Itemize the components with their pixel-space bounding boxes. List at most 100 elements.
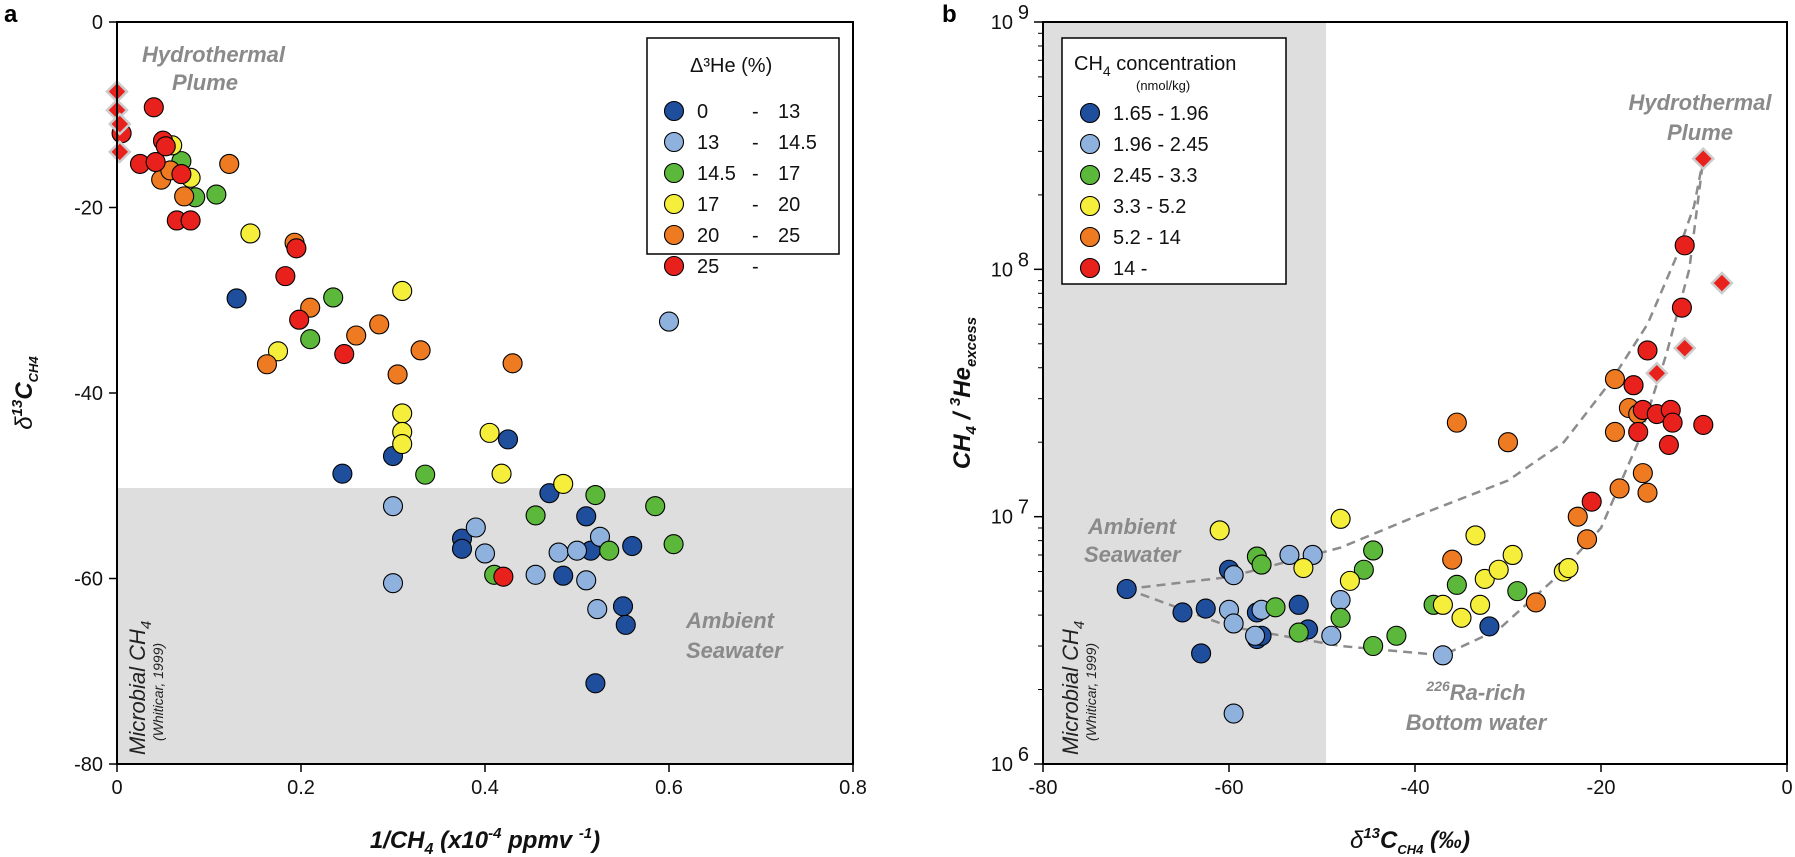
a-ylabel-sub: CH4 bbox=[26, 356, 41, 383]
b-point-3-3-5-2-1 bbox=[1293, 557, 1314, 579]
b-point-14-2 bbox=[1637, 340, 1658, 361]
b-legend-marker-2 bbox=[1079, 164, 1101, 186]
panel-a-x-ticks: 0 0.2 0.4 0.6 0.8 bbox=[111, 764, 867, 799]
a-ylabel-sup: 13 bbox=[9, 399, 26, 416]
a-point-13-14-5-8 bbox=[589, 526, 611, 547]
a-point-25-11 bbox=[289, 309, 310, 330]
b-point-3-3-5-2-6 bbox=[1465, 525, 1486, 546]
b-point-1-96-2-45-9 bbox=[1330, 590, 1351, 611]
a-point-20-25-11 bbox=[502, 353, 523, 374]
b-point-3-3-5-2-5 bbox=[1451, 607, 1472, 628]
b-ylabel-b-sup: 3 bbox=[947, 397, 964, 406]
b-ytick-exp-3: 9 bbox=[1018, 2, 1029, 24]
b-trend-line-0 bbox=[1126, 158, 1705, 591]
a-legend-dash-0: - bbox=[752, 101, 759, 123]
b-point-5-2-14-4 bbox=[1567, 506, 1588, 527]
a-point-14-5-17-5 bbox=[415, 464, 436, 485]
b-point-5-2-14-1 bbox=[1497, 432, 1519, 453]
b-xlabel-sup: 13 bbox=[1363, 825, 1380, 842]
panel-a-plume-label-2: Plume bbox=[172, 70, 238, 95]
a-point-14-5-17-9 bbox=[599, 540, 620, 561]
panel-b-microbial-sub: 4 bbox=[1071, 621, 1088, 629]
b-point-5-2-14-8 bbox=[1609, 478, 1630, 499]
b-ytick-label-1: 10 bbox=[991, 507, 1013, 529]
panel-a-plume-label-1: Hydrothermal bbox=[142, 42, 286, 67]
panel-b-y-axis-title: CH4 / 3Heexcess bbox=[947, 317, 980, 469]
a-point-13-14-5-3 bbox=[474, 543, 496, 564]
a-point-20-25-3 bbox=[219, 153, 240, 174]
a-legend-to-3: 20 bbox=[778, 194, 800, 216]
a-point-20-25-2 bbox=[174, 186, 195, 207]
a-point-0-13-6 bbox=[539, 483, 560, 504]
panel-b-points bbox=[1116, 146, 1734, 724]
a-point-17-20-7 bbox=[392, 433, 413, 455]
b-point-2-45-3-3-2 bbox=[1265, 597, 1286, 618]
b-point-14-4 bbox=[1628, 421, 1649, 443]
a-point-25-7 bbox=[171, 164, 192, 185]
b-xtick-label-4: 0 bbox=[1781, 777, 1792, 799]
a-legend-marker-5 bbox=[663, 255, 685, 277]
b-ytick-exp-2: 8 bbox=[1018, 249, 1029, 271]
a-legend-dash-3: - bbox=[752, 194, 759, 216]
a-point-14-5-17-11 bbox=[663, 534, 684, 555]
a-legend-marker-0 bbox=[663, 100, 685, 122]
b-xtick-label-1: -60 bbox=[1215, 777, 1244, 799]
b-ytick-label-3: 10 bbox=[991, 12, 1013, 34]
b-point-14-9 bbox=[1658, 434, 1679, 455]
b-point-1-65-1-96-2 bbox=[1195, 598, 1216, 619]
panel-b-ambient-label-1: Ambient bbox=[1087, 514, 1178, 539]
a-point-0-13-8 bbox=[576, 506, 597, 527]
a-point-25-3 bbox=[145, 152, 166, 173]
b-diamond-0 bbox=[1691, 146, 1716, 171]
a-legend-from-4: 20 bbox=[697, 225, 719, 247]
a-point-20-25-9 bbox=[387, 364, 408, 385]
b-point-14-0 bbox=[1674, 235, 1695, 256]
a-point-17-20-8 bbox=[479, 422, 500, 443]
a-legend-from-2: 14.5 bbox=[697, 163, 736, 185]
a-point-13-14-5-0 bbox=[382, 496, 404, 517]
b-point-14-1 bbox=[1671, 297, 1692, 318]
b-xtick-label-3: -20 bbox=[1587, 777, 1616, 799]
panel-a-ambient-label-2: Seawater bbox=[686, 638, 784, 663]
svg-text:Microbial CH4: Microbial CH4 bbox=[125, 621, 155, 755]
a-legend-from-0: 0 bbox=[697, 101, 708, 123]
b-point-1-65-1-96-8 bbox=[1288, 594, 1309, 615]
panel-a-microbial-sub: 4 bbox=[138, 621, 155, 629]
panel-b-letter: b bbox=[942, 1, 957, 28]
b-legend-title-main: CH bbox=[1074, 53, 1103, 75]
panel-b-plume-label-1: Hydrothermal bbox=[1628, 90, 1772, 115]
a-point-17-20-9 bbox=[491, 463, 512, 484]
a-legend-to-1: 14.5 bbox=[778, 132, 817, 154]
panel-a-x-axis-title: 1/CH4 (x10-4 ppmv -1) bbox=[370, 825, 600, 857]
b-point-1-96-2-45-6 bbox=[1279, 544, 1300, 566]
b-legend-label-2: 2.45 - 3.3 bbox=[1113, 165, 1198, 187]
a-legend-from-1: 13 bbox=[697, 132, 719, 154]
a-xlabel-sup: -4 bbox=[488, 825, 502, 842]
b-legend-marker-4 bbox=[1079, 226, 1101, 248]
b-point-3-3-5-2-0 bbox=[1209, 520, 1230, 541]
a-xlabel-sup2: -1 bbox=[579, 825, 592, 842]
b-legend-title-sub: 4 bbox=[1103, 63, 1111, 79]
a-point-20-25-8 bbox=[369, 314, 390, 335]
b-point-5-2-14-11 bbox=[1632, 463, 1653, 484]
a-xlabel-sub: 4 bbox=[424, 841, 434, 857]
panel-a: 0 0.2 0.4 0.6 0.8 0-20-40-60-80 Hydrothermal… bbox=[9, 12, 867, 857]
a-point-17-20-5 bbox=[392, 403, 413, 424]
a-point-14-5-17-8 bbox=[585, 484, 606, 506]
b-point-1-65-1-96-10 bbox=[1479, 616, 1500, 637]
a-point-0-13-13 bbox=[585, 673, 606, 694]
a-legend-marker-1 bbox=[663, 131, 685, 153]
b-legend-label-3: 3.3 - 5.2 bbox=[1113, 196, 1186, 218]
a-ylabel-delta: δ bbox=[11, 416, 38, 430]
a-legend-dash-2: - bbox=[752, 163, 759, 185]
a-point-14-5-17-3 bbox=[300, 329, 321, 350]
b-xtick-label-0: -80 bbox=[1029, 777, 1058, 799]
svg-text:CH4 / 3Heexcess: CH4 / 3Heexcess bbox=[947, 317, 980, 469]
b-point-3-3-5-2-10 bbox=[1502, 544, 1523, 566]
b-point-5-2-14-5 bbox=[1577, 529, 1598, 550]
panel-a-y-ticks: 0 -20 -40 -60 -80 bbox=[74, 12, 117, 776]
panel-a-microbial-main: Microbial CH bbox=[125, 629, 150, 755]
a-ytick-label-4: -80 bbox=[74, 754, 103, 776]
